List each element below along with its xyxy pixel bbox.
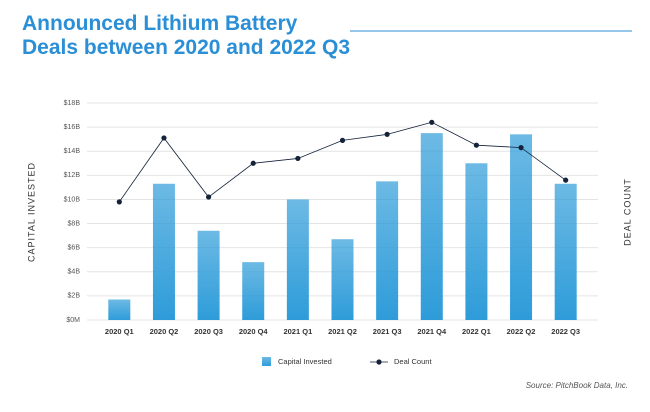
point xyxy=(518,145,524,151)
y-tick-label: $6B xyxy=(68,245,81,252)
point xyxy=(295,155,301,162)
bar xyxy=(420,133,443,320)
bar xyxy=(554,183,577,320)
bar xyxy=(108,299,131,320)
y-tick-label: $8B xyxy=(68,220,81,227)
y2-axis-title: DEAL COUNT xyxy=(622,178,632,246)
bar xyxy=(286,199,309,320)
y-tick-label: $0M xyxy=(66,317,80,324)
y-tick-label: $12B xyxy=(64,172,81,179)
y-axis-title: CAPITAL INVESTED xyxy=(26,162,36,262)
chart-title: Announced Lithium Battery Deals between … xyxy=(22,12,351,59)
point xyxy=(473,142,480,148)
y-tick-label: $16B xyxy=(64,124,81,131)
y-tick-label: $4B xyxy=(68,269,81,276)
point xyxy=(339,137,346,143)
bar xyxy=(197,230,220,320)
bar xyxy=(376,181,399,320)
point xyxy=(116,199,122,205)
bar xyxy=(152,183,175,320)
bar xyxy=(465,163,488,320)
legend-label: Deal Count xyxy=(394,357,432,366)
bar xyxy=(331,239,354,320)
legend-swatch xyxy=(262,357,271,366)
source: Source: PitchBook Data, Inc. xyxy=(526,381,628,390)
x-tick-label: 2021 Q2 xyxy=(328,327,357,336)
line xyxy=(118,121,566,203)
legend-dot xyxy=(376,359,382,365)
point xyxy=(563,177,569,183)
bar xyxy=(510,134,533,320)
point xyxy=(384,131,390,137)
y-tick-label: $18B xyxy=(64,100,81,107)
point xyxy=(429,119,435,125)
y-tick-label: $10B xyxy=(64,196,81,203)
bar xyxy=(242,262,265,320)
x-tick-label: 2022 Q1 xyxy=(462,327,491,336)
x-tick-label: 2020 Q1 xyxy=(105,327,134,336)
legend-label: Capital Invested xyxy=(278,357,332,366)
x-tick-label: 2021 Q1 xyxy=(283,327,312,336)
x-tick-label: 2020 Q2 xyxy=(150,327,179,336)
y-tick-label: $14B xyxy=(64,148,81,155)
x-tick-label: 2022 Q2 xyxy=(507,327,536,336)
y-tick-label: $2B xyxy=(68,293,81,300)
point xyxy=(161,135,167,141)
x-tick-label: 2022 Q3 xyxy=(551,327,580,336)
point xyxy=(205,194,212,200)
point xyxy=(250,160,256,166)
x-tick-label: 2020 Q3 xyxy=(194,327,223,336)
x-tick-label: 2020 Q4 xyxy=(239,327,269,336)
x-tick-label: 2021 Q4 xyxy=(417,327,447,336)
x-tick-label: 2021 Q3 xyxy=(373,327,402,336)
